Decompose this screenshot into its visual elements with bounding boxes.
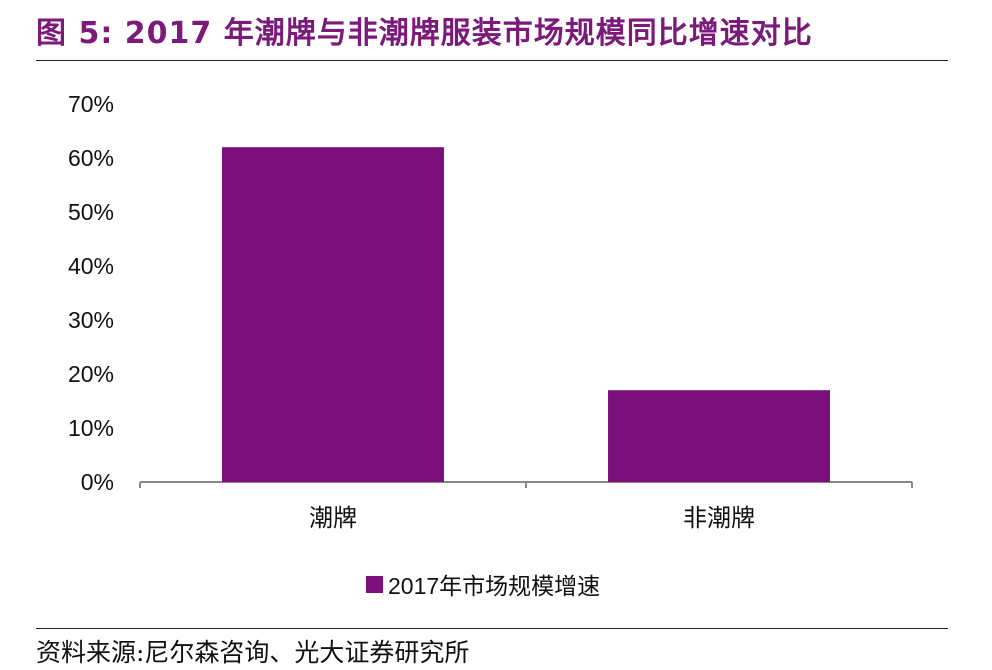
y-tick-label: 0% <box>81 469 114 495</box>
legend-swatch <box>366 576 383 593</box>
figure-title: 图 5: 2017 年潮牌与非潮牌服装市场规模同比增速对比 <box>36 16 813 51</box>
y-tick-label: 30% <box>68 307 114 333</box>
legend: 2017年市场规模增速 <box>366 573 600 599</box>
bar-chart: 0% 10% 20% 30% 40% 50% 60% 70% 潮牌 非潮牌 2017年市场规模增… <box>68 91 913 599</box>
x-category-label: 非潮牌 <box>683 505 755 532</box>
source-divider <box>36 628 948 629</box>
title-divider <box>36 60 948 61</box>
y-tick-label: 10% <box>68 415 114 441</box>
y-tick-label: 70% <box>68 91 114 117</box>
y-axis-ticks: 0% 10% 20% 30% 40% 50% 60% 70% <box>68 91 114 495</box>
x-axis-tick-marks <box>139 482 913 488</box>
y-tick-label: 60% <box>68 145 114 171</box>
legend-label: 2017年市场规模增速 <box>388 573 600 599</box>
bar-group <box>222 147 830 482</box>
y-tick-label: 50% <box>68 199 114 225</box>
y-tick-label: 40% <box>68 253 114 279</box>
x-category-label: 潮牌 <box>309 505 357 532</box>
source-note: 资料来源:尼尔森咨询、光大证券研究所 <box>36 638 470 667</box>
bar-1 <box>222 147 444 482</box>
x-axis-labels: 潮牌 非潮牌 <box>309 505 755 532</box>
y-tick-label: 20% <box>68 361 114 387</box>
bar-2 <box>608 390 830 482</box>
